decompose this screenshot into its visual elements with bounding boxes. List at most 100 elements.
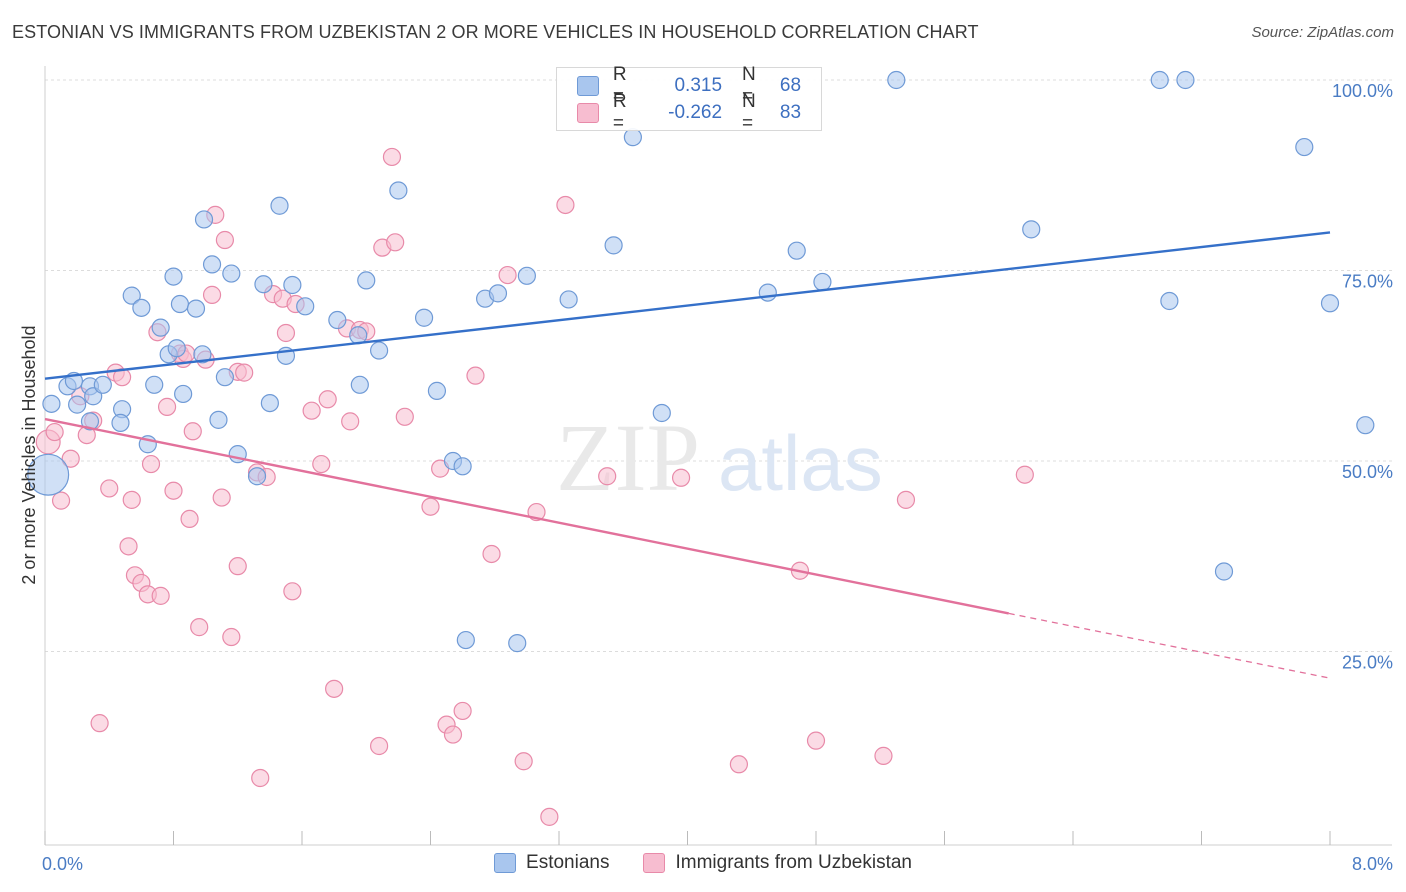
- data-point: [414, 308, 434, 327]
- data-point: [122, 286, 141, 305]
- data-point: [887, 70, 906, 90]
- data-point: [386, 233, 405, 252]
- data-point: [508, 634, 527, 653]
- legend-swatch-blue: [494, 853, 517, 873]
- legend-swatch-pink: [577, 103, 599, 123]
- data-point: [357, 271, 376, 290]
- data-point: [488, 284, 508, 303]
- data-point: [395, 407, 414, 426]
- chart-title: ESTONIAN VS IMMIGRANTS FROM UZBEKISTAN 2…: [12, 22, 979, 42]
- data-point: [183, 422, 202, 441]
- data-point: [222, 264, 241, 283]
- data-point: [100, 479, 119, 498]
- data-point: [270, 196, 289, 215]
- grid-lines: [45, 79, 1392, 652]
- data-point: [671, 468, 691, 487]
- legend-item-uzbekistan[interactable]: Immigrants from Uzbekistan: [643, 852, 912, 874]
- legend-n-value: 83: [779, 102, 802, 123]
- data-point: [652, 403, 671, 423]
- data-point: [151, 586, 170, 605]
- correlation-legend: R = 0.315 N = 68 R = -0.262 N = 83: [556, 64, 822, 134]
- data-point: [228, 557, 247, 576]
- legend-row-uzbekistan: R = -0.262 N = 83: [577, 91, 821, 134]
- data-point: [328, 310, 347, 330]
- data-point: [813, 272, 832, 292]
- data-point: [482, 544, 501, 564]
- legend-n-label: N =: [742, 64, 756, 107]
- data-point: [370, 341, 389, 360]
- data-point: [80, 412, 100, 431]
- data-point: [302, 401, 321, 420]
- data-point: [517, 266, 536, 285]
- data-point: [141, 454, 161, 474]
- data-point: [170, 294, 190, 314]
- data-point: [427, 381, 447, 400]
- data-point: [45, 422, 64, 442]
- data-point: [209, 410, 228, 429]
- data-point: [1214, 562, 1234, 581]
- data-point: [325, 679, 344, 698]
- data-point: [382, 147, 402, 167]
- data-point: [164, 481, 183, 500]
- data-point: [42, 394, 61, 413]
- data-point: [318, 390, 337, 409]
- legend-r-label: R =: [612, 64, 627, 107]
- legend-r-value: -0.262: [668, 102, 723, 123]
- data-point: [604, 236, 623, 255]
- data-point: [251, 768, 270, 788]
- trend-line-dashed: [1008, 612, 1331, 679]
- source-label: Source: ZipAtlas.com: [1251, 24, 1394, 41]
- data-point: [729, 755, 749, 774]
- legend-label-uzbekistan: Immigrants from Uzbekistan: [675, 852, 912, 873]
- data-point: [193, 345, 212, 364]
- data-point: [806, 731, 826, 750]
- data-point: [164, 267, 183, 286]
- data-point: [896, 490, 916, 509]
- data-point: [1295, 137, 1314, 157]
- data-point: [421, 497, 440, 516]
- data-point: [212, 488, 231, 507]
- data-point: [122, 490, 141, 509]
- legend-label-estonians: Estonians: [526, 852, 610, 873]
- data-point: [186, 299, 206, 318]
- data-point: [874, 746, 893, 765]
- data-point: [202, 255, 222, 274]
- legend-swatch-blue: [577, 76, 599, 96]
- series-uzbekistan-points: [35, 147, 1034, 826]
- data-point: [1176, 70, 1195, 90]
- legend-swatch-pink: [643, 853, 666, 873]
- data-point: [145, 375, 164, 394]
- data-point: [61, 449, 80, 468]
- legend-row-estonians: R = 0.315 N = 68: [577, 64, 821, 107]
- data-point: [68, 395, 87, 414]
- data-point: [132, 298, 151, 317]
- data-point: [167, 339, 186, 358]
- legend-item-estonians[interactable]: Estonians: [494, 852, 609, 874]
- data-point: [498, 265, 517, 285]
- data-point: [453, 701, 472, 721]
- y-tick-label: 75.0%: [1342, 272, 1393, 292]
- y-axis-label: 2 or more Vehicles in Household: [19, 325, 39, 584]
- data-point: [190, 618, 209, 637]
- data-point: [1356, 416, 1375, 435]
- data-point: [202, 285, 222, 304]
- data-point: [559, 290, 578, 309]
- x-tick-label-max: 8.0%: [1352, 854, 1393, 874]
- data-point: [1022, 220, 1041, 239]
- data-point: [787, 241, 806, 260]
- legend-r-label: R =: [612, 91, 627, 134]
- data-point: [119, 537, 138, 556]
- data-point: [540, 807, 559, 826]
- y-tick-label: 25.0%: [1342, 653, 1393, 673]
- data-point: [453, 457, 472, 476]
- trend-line-solid: [44, 417, 1009, 615]
- legend-n-label: N =: [742, 91, 756, 134]
- y-tick-label: 100.0%: [1332, 81, 1393, 101]
- tick-labels: 25.0% 50.0% 75.0% 100.0% 0.0% 8.0%: [42, 81, 1393, 874]
- data-point: [235, 363, 254, 382]
- data-point: [758, 283, 777, 302]
- trend-line-solid: [44, 231, 1331, 380]
- y-tick-label: 50.0%: [1342, 462, 1393, 482]
- legend-n-value: 68: [779, 75, 802, 96]
